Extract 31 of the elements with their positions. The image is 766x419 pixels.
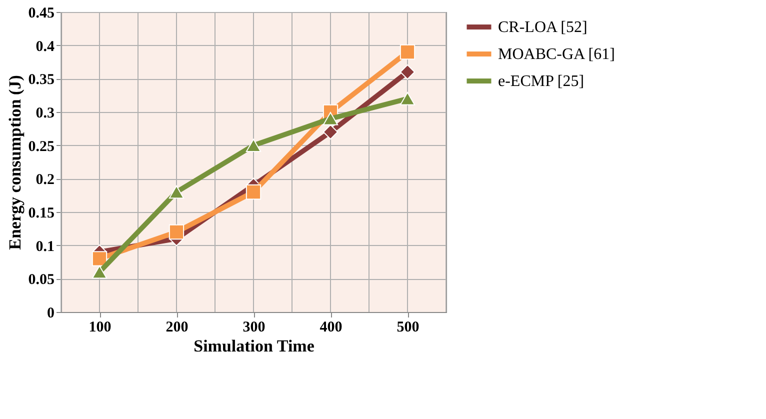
x-tick-label: 500: [396, 320, 420, 336]
y-tick-label: 0.25: [28, 138, 54, 155]
y-tick-label: 0.3: [36, 106, 54, 122]
y-tick-label: 0.2: [36, 172, 54, 188]
point: [92, 251, 108, 266]
point: [400, 64, 416, 80]
y-tick-label: 0.4: [36, 38, 55, 55]
point: [168, 185, 184, 199]
point: [322, 112, 338, 126]
x-tick-label: 300: [242, 320, 266, 336]
x-axis-title: Simulation Time: [194, 336, 315, 356]
point: [92, 265, 108, 279]
y-tick-label: 0.05: [28, 272, 54, 288]
x-tick-label: 200: [166, 320, 188, 336]
y-tick-label: 0.15: [28, 206, 54, 222]
y-tick-label: 0.35: [28, 72, 54, 88]
point: [400, 92, 416, 106]
y-tick-label: 0.1: [36, 238, 54, 255]
point: [400, 44, 416, 60]
y-tick-label: 0: [47, 306, 54, 322]
legend-label: CR-LOA [52]: [498, 19, 588, 36]
x-tick-label: 100: [88, 320, 112, 336]
point: [168, 224, 184, 240]
point: [322, 124, 338, 140]
legend-label: e-ECMP [25]: [498, 73, 584, 90]
y-tick-label: 0.45: [28, 6, 54, 22]
point: [246, 138, 262, 152]
x-tick-label: 400: [320, 320, 342, 336]
point: [246, 184, 262, 200]
legend-label: MOABC-GA [61]: [498, 46, 615, 63]
y-axis-title: Energy consumption (J): [5, 75, 24, 250]
